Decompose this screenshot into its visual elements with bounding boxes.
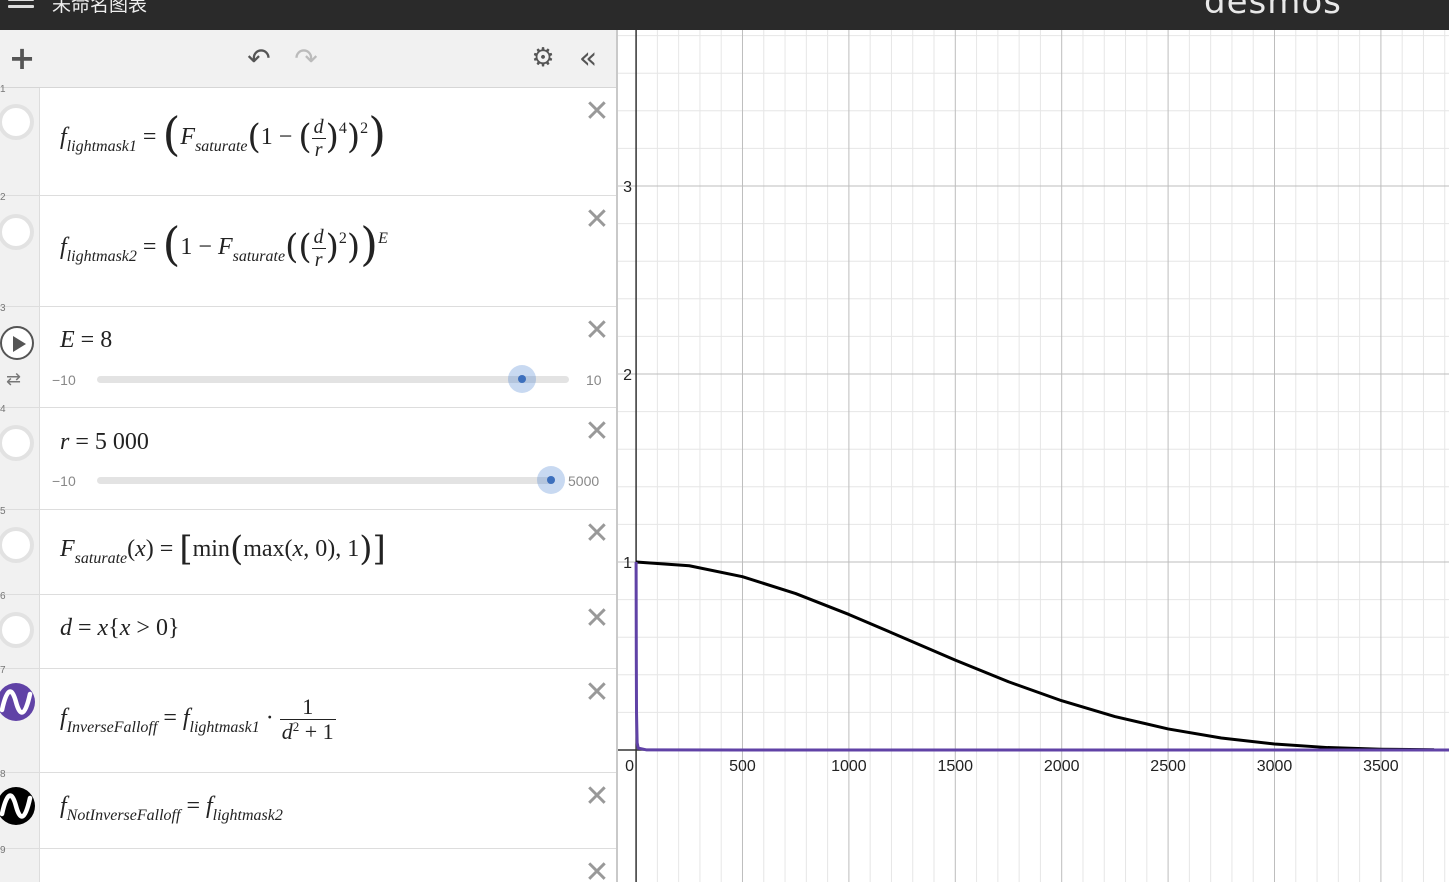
slider-max-label[interactable]: 10	[586, 372, 602, 388]
slider-track[interactable]	[97, 376, 569, 383]
x-tick-label: 0	[625, 758, 634, 775]
hidden-graph-toggle[interactable]	[0, 214, 34, 250]
x-tick-label: 1000	[831, 758, 867, 775]
expression-index: 7	[0, 665, 6, 676]
expression-item[interactable]: 6 d = x{x > 0} ✕	[0, 591, 616, 669]
x-tick-label: 3000	[1257, 758, 1293, 775]
expression-gutter: 4	[0, 404, 40, 509]
loop-icon[interactable]: ⇄	[6, 369, 22, 389]
expression-item[interactable]: 5 Fsaturate(x) = [min(max(x, 0), 1)] ✕	[0, 506, 616, 595]
expression-index: 4	[0, 404, 6, 415]
expression-math[interactable]: flightmask1 = (Fsaturate(1 − (d r)4)2)	[60, 107, 387, 162]
expression-gutter: 7	[0, 665, 40, 772]
expression-gutter: 3 ⇄	[0, 303, 40, 407]
gear-icon[interactable]: ⚙	[531, 43, 555, 73]
expression-math[interactable]: r = 5 000	[60, 429, 149, 455]
expression-panel: + ↶ ↷ ⚙ « 1 flightmask1 = (Fsaturate(1 −…	[0, 30, 618, 882]
expression-gutter: 8	[0, 769, 40, 848]
plus-icon[interactable]: +	[8, 39, 36, 77]
expression-index: 5	[0, 506, 6, 517]
expression-gutter: 5	[0, 506, 40, 594]
expression-item[interactable]: 3 ⇄ E = 8 −10 10 ✕	[0, 303, 616, 408]
desmos-logo: desmos	[1204, 0, 1342, 22]
redo-icon[interactable]: ↷	[294, 41, 318, 75]
x-tick-label: 2000	[1044, 758, 1080, 775]
expression-gutter: 9	[0, 845, 40, 882]
hamburger-menu-icon[interactable]	[8, 0, 34, 10]
expression-item[interactable]: 1 flightmask1 = (Fsaturate(1 − (d r)4)2) …	[0, 84, 616, 196]
expression-index: 3	[0, 303, 6, 314]
expression-index: 6	[0, 591, 6, 602]
expression-math[interactable]: flightmask2 = (1 − Fsaturate((d r)2))E	[60, 217, 388, 272]
series-line-2	[634, 561, 1449, 752]
graph-svg[interactable]: 0 500 1000 1500 2000 2500 3000 3500 1 2 3	[618, 30, 1449, 882]
expression-item[interactable]: 7 fInverseFalloff = flightmask1 · 1 d2 + …	[0, 665, 616, 773]
close-icon[interactable]: ✕	[584, 202, 610, 237]
x-tick-label: 3500	[1363, 758, 1399, 775]
close-icon[interactable]: ✕	[584, 313, 610, 348]
slider-thumb[interactable]	[508, 365, 536, 393]
close-icon[interactable]: ✕	[584, 855, 610, 882]
close-icon[interactable]: ✕	[584, 516, 610, 551]
expression-item[interactable]: 9 ✕	[0, 845, 616, 882]
expression-index: 8	[0, 769, 6, 780]
hidden-graph-toggle[interactable]	[0, 104, 34, 140]
undo-icon[interactable]: ↶	[247, 41, 271, 75]
top-bar: 未命名图表 desmos	[0, 0, 1449, 30]
expression-math[interactable]: d = x{x > 0}	[60, 615, 180, 641]
expression-toolbar: + ↶ ↷ ⚙ «	[0, 30, 616, 88]
expression-gutter: 2	[0, 192, 40, 306]
y-tick-label: 2	[623, 367, 632, 384]
hidden-graph-toggle[interactable]	[0, 612, 34, 648]
expression-index: 1	[0, 84, 6, 95]
expression-item[interactable]: 8 fNotInverseFalloff = flightmask2 ✕	[0, 769, 616, 849]
expression-gutter: 6	[0, 591, 40, 668]
slider-thumb[interactable]	[537, 466, 565, 494]
expression-index: 2	[0, 192, 6, 203]
graph-wave-icon[interactable]	[0, 787, 35, 825]
expression-math[interactable]: E = 8	[60, 327, 113, 353]
x-tick-label: 1500	[937, 758, 973, 775]
y-tick-label: 1	[623, 555, 632, 572]
double-chevron-left-icon[interactable]: «	[578, 40, 598, 76]
expression-math[interactable]: fNotInverseFalloff = flightmask2	[60, 793, 283, 824]
expression-math[interactable]: Fsaturate(x) = [min(max(x, 0), 1)]	[60, 529, 386, 569]
slider-track[interactable]	[97, 477, 555, 484]
expression-item[interactable]: 2 flightmask2 = (1 − Fsaturate((d r)2))E …	[0, 192, 616, 307]
expression-gutter: 1	[0, 84, 40, 195]
expression-math[interactable]: fInverseFalloff = flightmask1 · 1 d2 + 1	[60, 694, 336, 745]
expression-index: 9	[0, 845, 6, 856]
graph-wave-icon[interactable]	[0, 683, 35, 721]
close-icon[interactable]: ✕	[584, 414, 610, 449]
x-tick-label: 2500	[1150, 758, 1186, 775]
hidden-graph-toggle[interactable]	[0, 527, 34, 563]
x-tick-label: 500	[729, 758, 756, 775]
close-icon[interactable]: ✕	[584, 601, 610, 636]
slider-min-label[interactable]: −10	[52, 473, 76, 489]
close-icon[interactable]: ✕	[584, 779, 610, 814]
graph-canvas[interactable]: 0 500 1000 1500 2000 2500 3000 3500 1 2 3	[618, 30, 1449, 882]
graph-title[interactable]: 未命名图表	[52, 0, 148, 16]
series-line-1	[635, 560, 1435, 752]
close-icon[interactable]: ✕	[584, 675, 610, 710]
play-icon[interactable]	[0, 326, 34, 360]
slider-min-label[interactable]: −10	[52, 372, 76, 388]
hidden-graph-toggle[interactable]	[0, 425, 34, 461]
close-icon[interactable]: ✕	[584, 94, 610, 129]
expression-item[interactable]: 4 r = 5 000 −10 5000 ✕	[0, 404, 616, 510]
y-tick-label: 3	[623, 179, 632, 196]
slider-max-label[interactable]: 5000	[568, 473, 600, 489]
